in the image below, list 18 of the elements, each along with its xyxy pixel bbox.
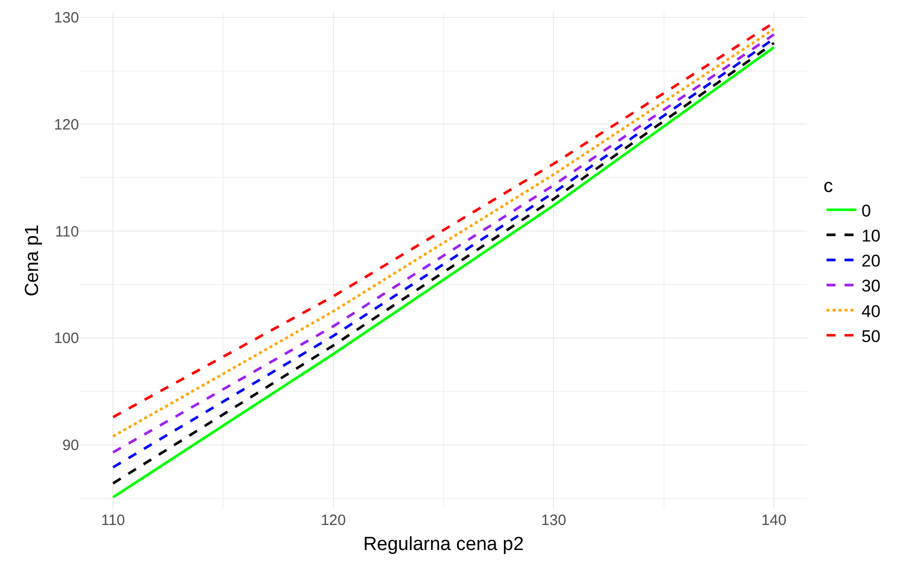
legend-label: 30 (862, 276, 880, 296)
y-axis-title: Cena p1 (22, 224, 43, 296)
legend-label: 20 (862, 252, 880, 271)
y-tick-label: 110 (55, 223, 79, 240)
legend-title: c (824, 176, 834, 198)
y-tick-label: 130 (54, 10, 79, 27)
legend-label: 10 (862, 226, 880, 246)
x-tick-label: 120 (320, 512, 346, 529)
y-tick-label: 120 (54, 116, 79, 134)
y-tick-label: 90 (62, 437, 79, 454)
legend-label: 0 (862, 201, 872, 220)
legend-label: 50 (862, 326, 880, 346)
x-axis-title: Regularna cena p2 (363, 534, 524, 555)
x-tick-label: 140 (761, 512, 786, 529)
x-tick-label: 110 (101, 512, 126, 529)
legend-label: 40 (862, 302, 880, 321)
y-tick-label: 100 (54, 330, 79, 348)
x-tick-label: 130 (541, 512, 566, 529)
